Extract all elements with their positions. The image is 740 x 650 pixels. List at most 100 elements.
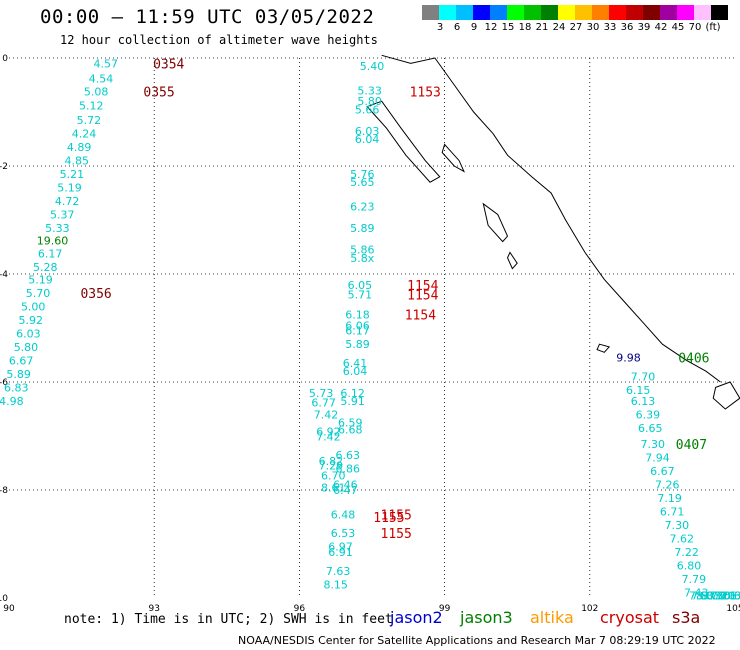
swh-value: 4.57 xyxy=(94,57,119,70)
swh-value: 6.39 xyxy=(636,408,661,421)
island-outline xyxy=(366,100,441,183)
swh-value: 7.26 xyxy=(655,479,680,492)
swh-value: 6.04 xyxy=(355,133,380,146)
swh-value: 4.54 xyxy=(89,73,114,86)
x-tick-label: 105 xyxy=(726,604,740,614)
scale-swatch xyxy=(422,5,439,20)
scale-swatch xyxy=(575,5,592,20)
swh-value: 5.40 xyxy=(360,60,385,73)
pass-time-label: 1155 xyxy=(381,508,412,523)
swh-value: 7.30 xyxy=(665,519,690,532)
swh-value: 6 xyxy=(734,589,740,602)
scale-label: 24 xyxy=(552,22,566,33)
swh-value: 6.17 xyxy=(345,325,370,338)
credit-footer: NOAA/NESDIS Center for Satellite Applica… xyxy=(238,634,716,647)
island-outline xyxy=(482,202,509,243)
swh-value: 7.63 xyxy=(326,565,351,578)
swh-value: 6.97 xyxy=(328,541,353,554)
swh-value: 5.8x xyxy=(350,252,374,265)
legend-altika: altika xyxy=(530,608,574,627)
y-tick-label: -10 xyxy=(0,594,8,604)
swh-value: 7.79 xyxy=(682,573,707,586)
scale-label: 42 xyxy=(654,22,668,33)
swh-value: 5.92 xyxy=(19,314,44,327)
page-subtitle: 12 hour collection of altimeter wave hei… xyxy=(60,33,378,47)
swh-value: 7.37 xyxy=(691,589,716,602)
swh-value: 4.85 xyxy=(65,155,90,168)
scale-label: 70 xyxy=(688,22,702,33)
swh-value: 5.37 xyxy=(50,209,75,222)
swh-value: 7.42 xyxy=(314,409,339,422)
swh-value: 6.12 xyxy=(340,387,365,400)
scale-label: 21 xyxy=(535,22,549,33)
swh-value: 5.19 xyxy=(28,273,53,286)
x-tick-label: 90 xyxy=(3,604,15,614)
swh-value: 6.46 xyxy=(333,479,358,492)
swh-value: 4.24 xyxy=(72,128,97,141)
swh-value: 5.80 xyxy=(14,341,39,354)
swh-value: 6.41 xyxy=(343,357,368,370)
swh-value: 6.92 xyxy=(316,426,341,439)
swh-value: 5.89 xyxy=(345,338,370,351)
swh-value: 5.71 xyxy=(348,289,373,302)
scale-swatch xyxy=(609,5,626,20)
swh-value: 6.63 xyxy=(336,449,361,462)
y-tick-label: -8 xyxy=(0,486,8,496)
swh-value: 7.62 xyxy=(670,533,695,546)
legend-jason2: jason2 xyxy=(390,608,443,627)
swh-value: 6.48 xyxy=(331,508,356,521)
scale-swatch xyxy=(711,5,728,20)
scale-unit: (ft) xyxy=(705,22,721,33)
swh-value: 19.60 xyxy=(37,235,69,248)
scale-swatch xyxy=(558,5,575,20)
swh-value: 6.47 xyxy=(333,484,358,497)
swh-value: 5.21 xyxy=(60,168,85,181)
swh-value: 5.33 xyxy=(357,84,382,97)
scale-label: 30 xyxy=(586,22,600,33)
swh-value: 5.72 xyxy=(77,114,102,127)
scale-swatch xyxy=(456,5,473,20)
swh-value: 5.00 xyxy=(21,300,46,313)
swh-value: 6.04 xyxy=(343,365,368,378)
legend-jason3: jason3 xyxy=(460,608,513,627)
swh-value: 6.65 xyxy=(638,422,663,435)
scale-label: 45 xyxy=(671,22,685,33)
swh-value: 7.1 xyxy=(719,589,737,602)
swh-value: 7.30 xyxy=(640,438,665,451)
scale-label: 3 xyxy=(436,22,444,33)
x-tick-label: 99 xyxy=(439,604,451,614)
scale-label: 39 xyxy=(637,22,651,33)
footnote: note: 1) Time is in UTC; 2) SWH is in fe… xyxy=(64,612,393,627)
swh-value: 8.08 xyxy=(701,589,726,602)
swh-value: 6.3 xyxy=(724,589,740,602)
swh-value: 6.80 xyxy=(677,560,702,573)
coastline xyxy=(381,54,721,383)
legend-s3a: s3a xyxy=(672,608,701,627)
scale-swatch xyxy=(643,5,660,20)
swh-value: 5.76 xyxy=(350,168,375,181)
pass-time-label: 1155 xyxy=(381,527,412,542)
pass-time-label: 1154 xyxy=(405,309,436,324)
swh-value: 6.53 xyxy=(331,527,356,540)
swh-value: 5.86 xyxy=(350,244,375,257)
scale-swatch xyxy=(507,5,524,20)
swh-value: 7.22 xyxy=(674,546,699,559)
swh-value: 6.05 xyxy=(348,279,373,292)
swh-value: 6.59 xyxy=(338,417,363,430)
swh-value: 5.33 xyxy=(45,222,70,235)
scale-label: 6 xyxy=(453,22,461,33)
swh-value: 6.06 xyxy=(345,319,370,332)
swh-value: 6.03 xyxy=(355,125,380,138)
pass-time-label: 0355 xyxy=(143,85,174,100)
scale-swatch xyxy=(694,5,711,20)
island-outline xyxy=(712,381,740,410)
swh-value: 6.67 xyxy=(650,465,675,478)
y-tick-label: -4 xyxy=(0,270,8,280)
swh-value: 6.91 xyxy=(328,546,353,559)
swh-value: 6. xyxy=(730,589,740,602)
swh-value: 5.28 xyxy=(33,261,58,274)
swh-value: 7.29 xyxy=(319,460,344,473)
scale-label: 15 xyxy=(501,22,515,33)
swh-value: 4.98 xyxy=(0,395,24,408)
island-outline xyxy=(596,343,611,353)
